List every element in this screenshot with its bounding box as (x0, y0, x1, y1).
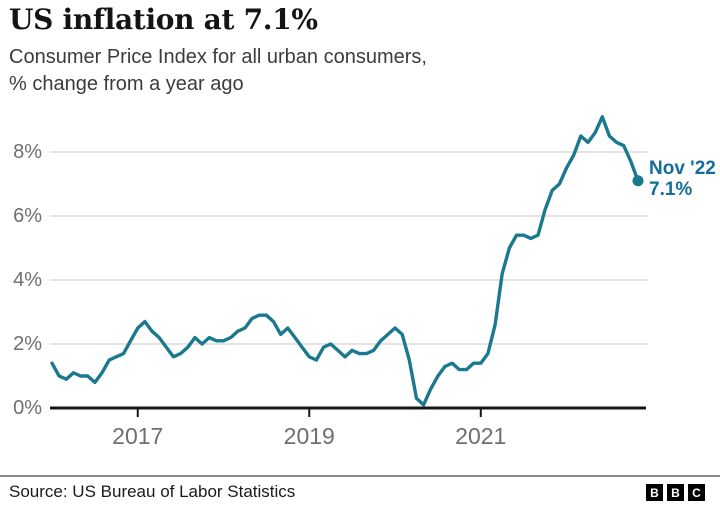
x-axis-label: 2021 (455, 423, 507, 449)
source-text: Source: US Bureau of Labor Statistics (9, 482, 296, 501)
bbc-logo-letter: C (688, 484, 705, 501)
x-axis-label: 2019 (283, 423, 335, 449)
y-axis-label: 0% (13, 397, 42, 419)
x-axis-label: 2017 (112, 423, 164, 449)
y-axis-label: 2% (13, 333, 42, 355)
bbc-logo-letter: B (646, 484, 663, 501)
bbc-logo: B B C (646, 484, 705, 501)
end-point-marker (632, 175, 644, 187)
annotation-date: Nov '22 (649, 158, 716, 179)
y-axis-label: 8% (13, 141, 42, 163)
y-axis-label: 6% (13, 205, 42, 227)
cpi-line-series (50, 115, 640, 407)
y-axis-label: 4% (13, 269, 42, 291)
annotation-value: 7.1% (649, 179, 693, 200)
chart-subtitle: Consumer Price Index for all urban consu… (9, 44, 427, 98)
chart-title: US inflation at 7.1% (9, 3, 318, 36)
footer-divider (0, 475, 720, 477)
bbc-logo-letter: B (667, 484, 684, 501)
chart-subtitle-line2: % change from a year ago (9, 73, 244, 95)
chart-subtitle-line1: Consumer Price Index for all urban consu… (9, 46, 427, 68)
end-point-annotation: Nov '22 7.1% (649, 158, 716, 200)
